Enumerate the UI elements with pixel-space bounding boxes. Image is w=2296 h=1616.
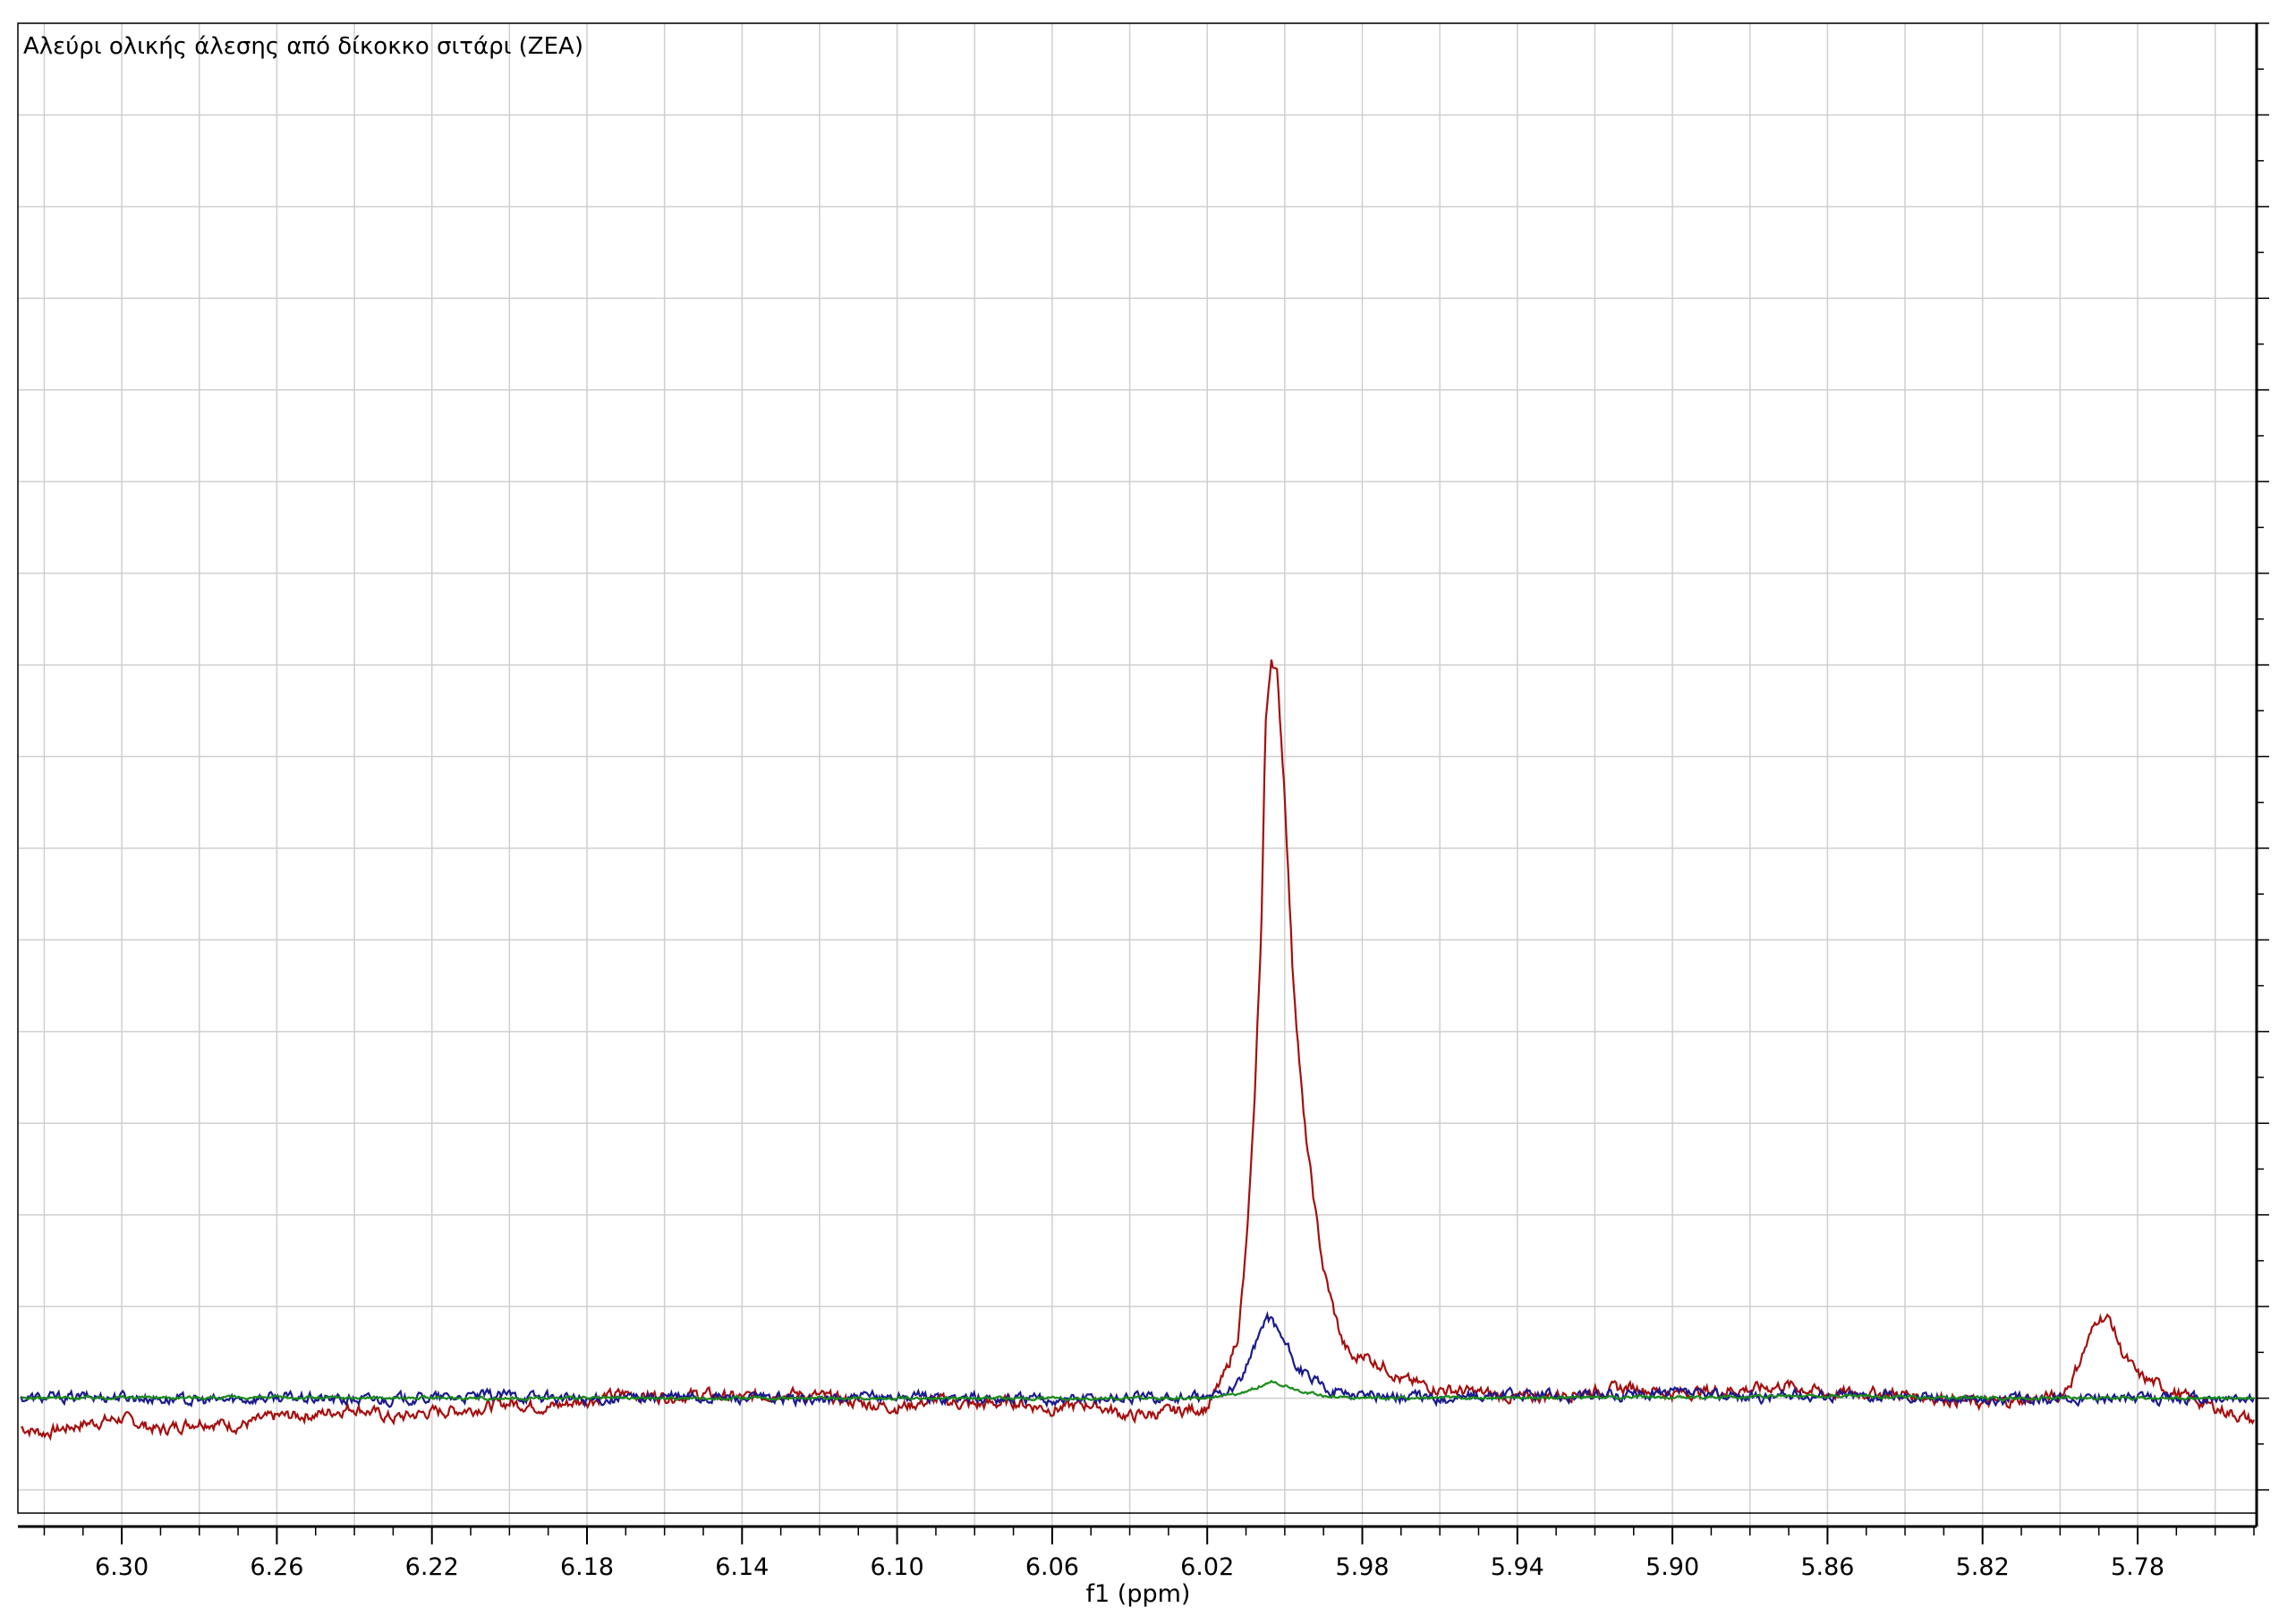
x-tick-label: 5.94	[1491, 1553, 1544, 1581]
x-tick-label: 6.06	[1025, 1553, 1079, 1581]
x-tick-label: 6.22	[405, 1553, 459, 1581]
series-line-1	[21, 659, 2255, 1442]
x-tick-label: 6.30	[95, 1553, 149, 1581]
x-tick-label: 6.18	[560, 1553, 614, 1581]
x-tick-label: 5.78	[2111, 1553, 2164, 1581]
series-group	[20, 659, 2256, 1442]
x-tick-label: 5.86	[1800, 1553, 1854, 1581]
x-tick-label: 6.26	[250, 1553, 303, 1581]
series-line-2	[20, 1310, 2256, 1408]
x-tick-label: 6.14	[715, 1553, 769, 1581]
series-line-3	[21, 1379, 2255, 1402]
x-tick-label: 5.90	[1645, 1553, 1699, 1581]
x-axis-label: f1 (ppm)	[1086, 1580, 1191, 1608]
x-tick-label: 5.82	[1956, 1553, 2010, 1581]
grid	[18, 22, 2257, 1527]
x-tick-label: 5.98	[1335, 1553, 1389, 1581]
x-tick-label: 6.02	[1180, 1553, 1234, 1581]
x-tick-label: 6.10	[871, 1553, 924, 1581]
y-ticks	[2257, 22, 2269, 1491]
x-ticks: 6.30 6.26 6.22 6.18 6.14 6.10 6.06 6.02 5.98 5.94…	[43, 1527, 2255, 1581]
plot-frame	[17, 22, 2258, 1514]
chart-title: Αλεύρι ολικής άλεσης από δίκοκκο σιτάρι …	[23, 33, 583, 60]
